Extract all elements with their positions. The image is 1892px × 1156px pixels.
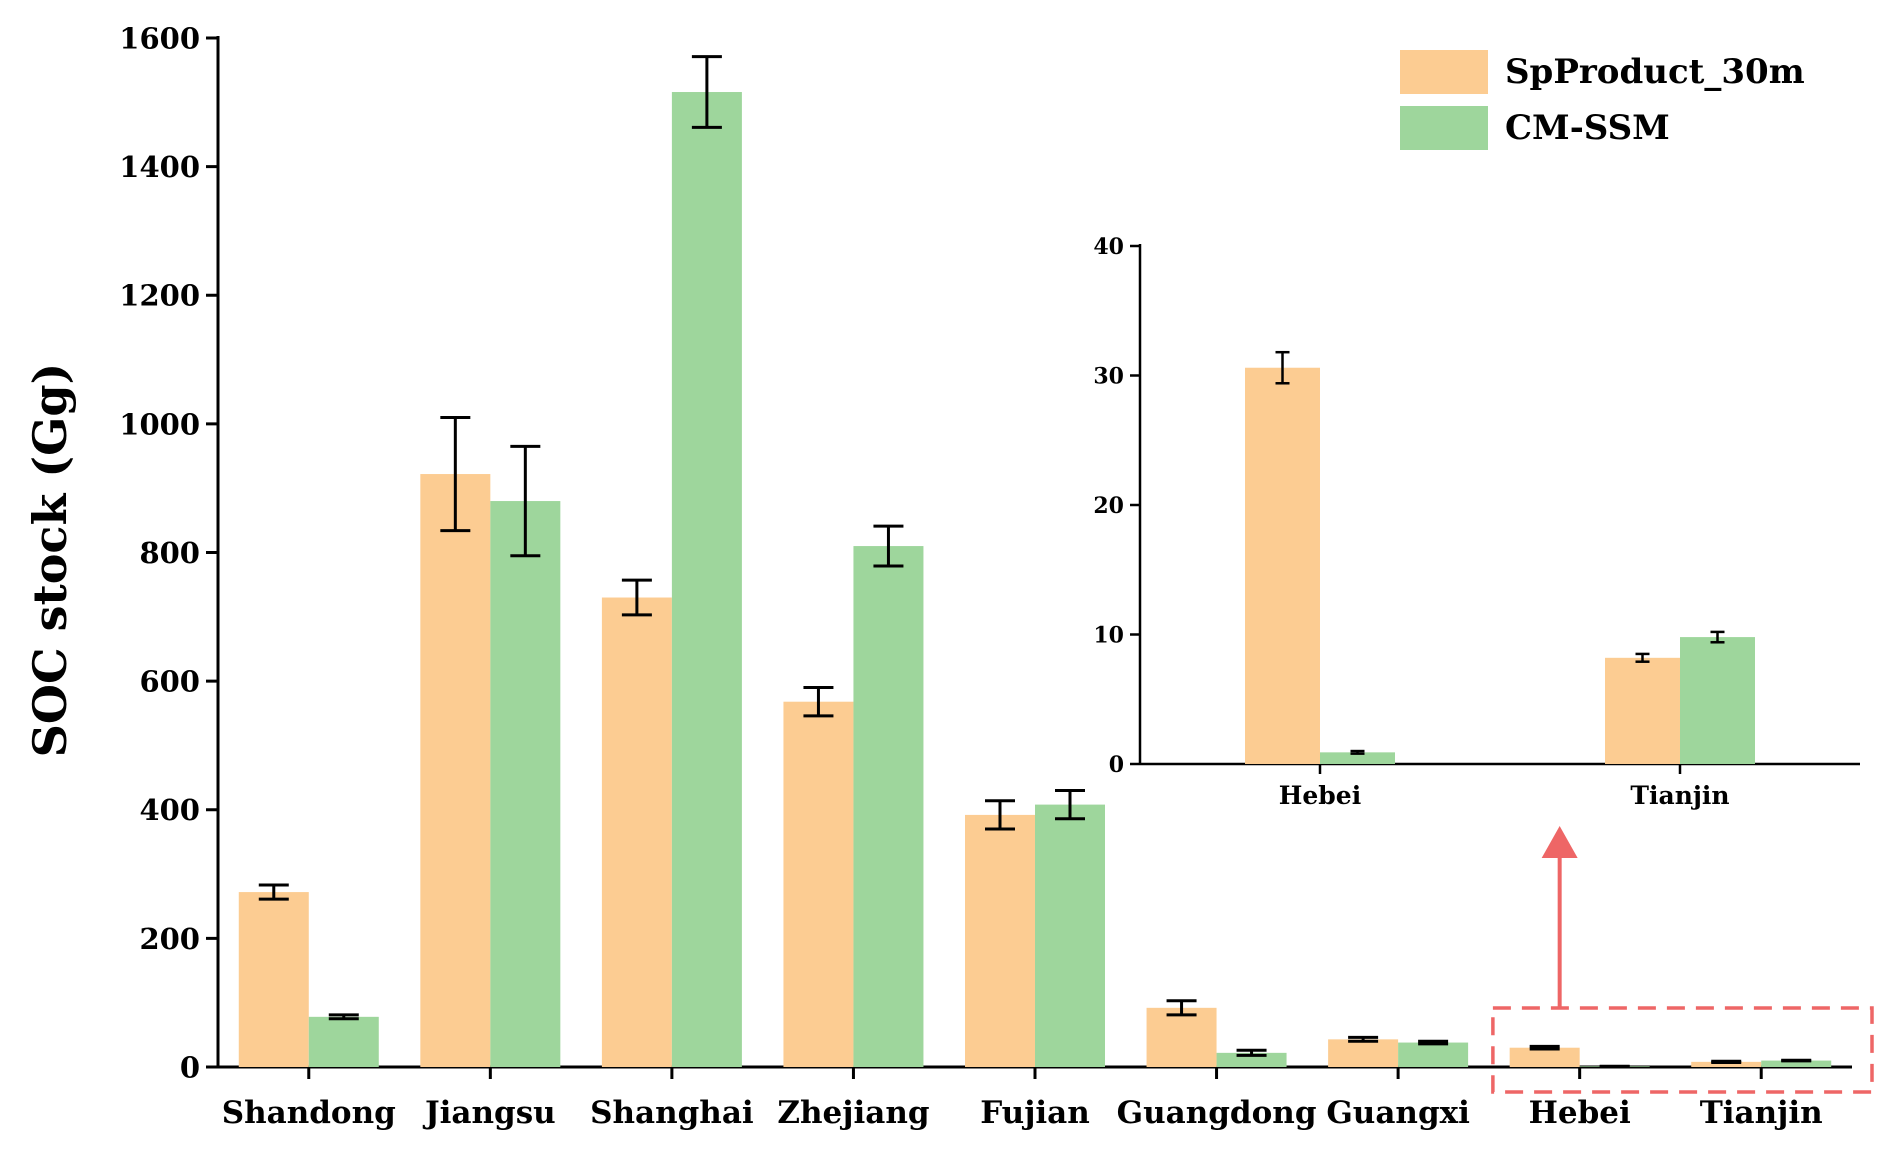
main-bar-cm-ssm-shandong	[308, 1016, 379, 1067]
main-x-tick-label-tianjin: Tianjin	[1700, 1095, 1823, 1131]
y-axis-title: SOC stock (Gg)	[23, 363, 77, 758]
main-bar-spproduct-30m-shanghai	[601, 597, 672, 1067]
main-bar-spproduct-30m-hebei	[1509, 1047, 1580, 1067]
inset-bar-cm-ssm-tianjin	[1680, 637, 1755, 764]
inset-y-tick-label: 30	[1093, 363, 1124, 389]
main-x-tick-label-fujian: Fujian	[980, 1095, 1090, 1131]
inset-error-bar-spproduct-30m-hebei	[1275, 350, 1290, 385]
main-error-bar-spproduct-30m-shanghai	[621, 578, 652, 617]
main-error-bar-spproduct-30m-zhejiang	[803, 686, 834, 718]
inset-bar-spproduct-30m-hebei	[1245, 367, 1320, 764]
main-error-bar-cm-ssm-guangxi	[1418, 1039, 1449, 1046]
main-bar-spproduct-30m-zhejiang	[783, 701, 854, 1067]
inset-x-tick-label-tianjin: Tianjin	[1630, 781, 1729, 810]
main-bar-cm-ssm-jiangsu	[490, 501, 561, 1067]
main-error-bar-spproduct-30m-shandong	[258, 883, 289, 901]
legend: SpProduct_30m CM-SSM	[1400, 50, 1805, 150]
legend-label-spproduct-30m: SpProduct_30m	[1505, 52, 1805, 92]
inset-error-bar-spproduct-30m-tianjin	[1635, 652, 1650, 663]
inset-y-tick-label: 20	[1093, 493, 1124, 519]
main-bar-spproduct-30m-shandong	[238, 892, 309, 1067]
main-x-tick-label-guangxi: Guangxi	[1326, 1095, 1470, 1131]
inset-bar-spproduct-30m-tianjin	[1605, 657, 1680, 764]
main-y-tick-label: 600	[139, 665, 200, 699]
legend-label-cm-ssm: CM-SSM	[1505, 108, 1670, 148]
main-bar-cm-ssm-tianjin	[1761, 1060, 1832, 1067]
main-error-bar-spproduct-30m-fujian	[985, 799, 1015, 831]
inset-y-tick-label: 40	[1093, 234, 1124, 260]
main-error-bar-spproduct-30m-hebei	[1529, 1044, 1560, 1051]
inset-x-tick-label-hebei: Hebei	[1279, 781, 1361, 810]
inset-y-tick-label: 10	[1093, 622, 1124, 648]
main-bar-cm-ssm-zhejiang	[853, 546, 924, 1067]
zoom-arrow	[1541, 826, 1578, 1008]
main-y-tick-label: 400	[139, 793, 200, 827]
inset-error-bar-cm-ssm-tianjin	[1710, 630, 1725, 644]
main-error-bar-spproduct-30m-tianjin	[1711, 1059, 1742, 1064]
legend-swatch-spproduct-30m	[1400, 50, 1488, 94]
main-x-tick-label-guangdong: Guangdong	[1117, 1095, 1317, 1131]
legend-swatch-cm-ssm	[1400, 106, 1488, 150]
main-error-bar-spproduct-30m-guangxi	[1348, 1035, 1379, 1043]
main-error-bar-cm-ssm-tianjin	[1781, 1058, 1812, 1063]
main-error-bar-spproduct-30m-jiangsu	[440, 415, 471, 533]
inset-y-tick-label: 0	[1109, 752, 1124, 778]
main-error-bar-spproduct-30m-guangdong	[1166, 999, 1197, 1017]
main-bar-spproduct-30m-fujian	[965, 814, 1035, 1067]
inset-bar-cm-ssm-hebei	[1320, 752, 1395, 764]
main-y-tick-label: 0	[180, 1050, 200, 1084]
main-bar-spproduct-30m-guangdong	[1146, 1007, 1217, 1067]
main-error-bar-cm-ssm-shanghai	[691, 55, 722, 129]
main-bar-cm-ssm-guangdong	[1216, 1052, 1287, 1067]
annotations	[1491, 826, 1874, 1094]
main-bar-cm-ssm-fujian	[1035, 804, 1105, 1067]
inset-plot: 0 10 20 30 40 Hebei Tianjin	[1093, 234, 1860, 810]
main-bar-spproduct-30m-tianjin	[1691, 1061, 1762, 1067]
main-x-tick-label-hebei: Hebei	[1529, 1095, 1631, 1131]
main-x-tick-label-jiangsu: Jiangsu	[422, 1095, 556, 1131]
main-y-tick-label: 1200	[119, 279, 200, 313]
main-y-tick-label: 1000	[119, 407, 200, 441]
main-x-tick-label-zhejiang: Zhejiang	[777, 1095, 929, 1131]
main-x-tick-label-shanghai: Shanghai	[590, 1095, 754, 1131]
highlight-box	[1491, 1006, 1874, 1094]
main-error-bar-cm-ssm-guangdong	[1236, 1048, 1267, 1057]
main-error-bar-cm-ssm-shandong	[328, 1013, 359, 1021]
main-error-bar-cm-ssm-zhejiang	[873, 524, 904, 568]
main-error-bar-cm-ssm-jiangsu	[510, 444, 541, 558]
main-bar-spproduct-30m-guangxi	[1328, 1039, 1399, 1067]
main-y-tick-label: 800	[139, 536, 200, 570]
main-bar-cm-ssm-shanghai	[671, 92, 742, 1067]
main-y-tick-label: 1400	[119, 150, 200, 184]
main-error-bar-cm-ssm-fujian	[1055, 788, 1085, 821]
inset-error-bar-cm-ssm-hebei	[1350, 749, 1365, 755]
main-y-tick-label: 1600	[119, 21, 200, 55]
main-bar-spproduct-30m-jiangsu	[420, 474, 491, 1067]
main-bar-cm-ssm-guangxi	[1398, 1042, 1469, 1067]
main-x-tick-label-shandong: Shandong	[222, 1095, 396, 1131]
main-y-tick-label: 200	[139, 922, 200, 956]
